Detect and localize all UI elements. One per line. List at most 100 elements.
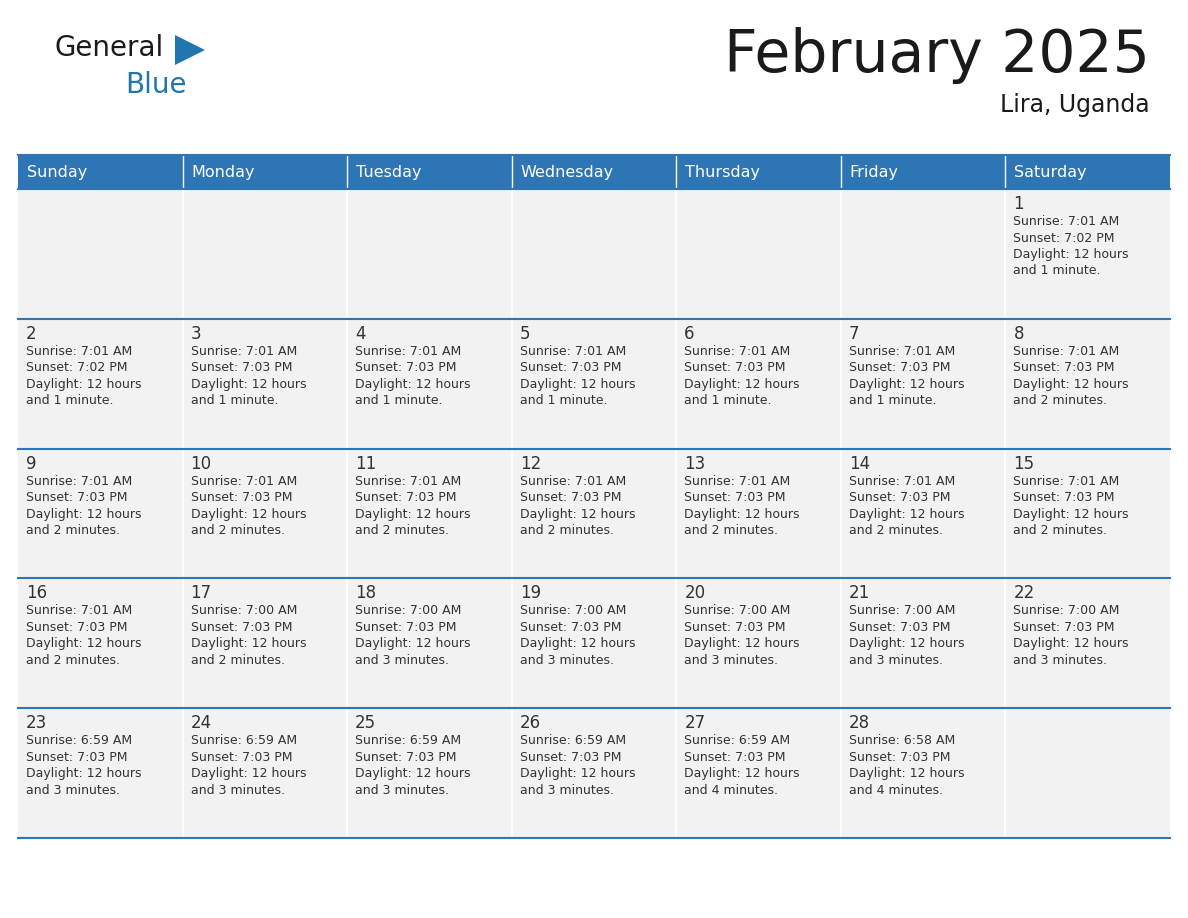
Text: Sunrise: 7:01 AM: Sunrise: 7:01 AM — [684, 345, 790, 358]
Text: Sunrise: 6:58 AM: Sunrise: 6:58 AM — [849, 734, 955, 747]
Text: Sunset: 7:03 PM: Sunset: 7:03 PM — [190, 491, 292, 504]
Text: Sunrise: 7:01 AM: Sunrise: 7:01 AM — [519, 345, 626, 358]
Text: Daylight: 12 hours: Daylight: 12 hours — [190, 767, 307, 780]
Bar — [347, 189, 512, 319]
Text: Daylight: 12 hours: Daylight: 12 hours — [355, 378, 470, 391]
Text: Sunset: 7:03 PM: Sunset: 7:03 PM — [26, 621, 127, 634]
Bar — [676, 189, 841, 319]
Text: Sunrise: 6:59 AM: Sunrise: 6:59 AM — [26, 734, 132, 747]
Text: Sunrise: 7:00 AM: Sunrise: 7:00 AM — [519, 604, 626, 618]
Text: 24: 24 — [190, 714, 211, 733]
Bar — [841, 449, 1005, 578]
Bar — [1005, 189, 1170, 319]
Text: Wednesday: Wednesday — [520, 164, 614, 180]
Text: Sunset: 7:03 PM: Sunset: 7:03 PM — [190, 751, 292, 764]
Text: Daylight: 12 hours: Daylight: 12 hours — [26, 508, 141, 521]
Text: Daylight: 12 hours: Daylight: 12 hours — [355, 767, 470, 780]
Text: Daylight: 12 hours: Daylight: 12 hours — [26, 637, 141, 650]
Text: Sunset: 7:03 PM: Sunset: 7:03 PM — [684, 751, 785, 764]
Text: Sunset: 7:02 PM: Sunset: 7:02 PM — [1013, 231, 1114, 244]
Text: 11: 11 — [355, 454, 377, 473]
Bar — [512, 449, 676, 578]
Text: Sunrise: 7:01 AM: Sunrise: 7:01 AM — [849, 475, 955, 487]
Text: Sunrise: 7:00 AM: Sunrise: 7:00 AM — [190, 604, 297, 618]
Text: 27: 27 — [684, 714, 706, 733]
Text: and 2 minutes.: and 2 minutes. — [1013, 395, 1107, 408]
Text: and 1 minute.: and 1 minute. — [684, 395, 772, 408]
Text: 16: 16 — [26, 585, 48, 602]
Text: and 2 minutes.: and 2 minutes. — [190, 524, 285, 537]
Text: 3: 3 — [190, 325, 201, 342]
Text: and 2 minutes.: and 2 minutes. — [26, 654, 120, 666]
Bar — [347, 155, 512, 189]
Text: Sunday: Sunday — [27, 164, 87, 180]
Text: Daylight: 12 hours: Daylight: 12 hours — [1013, 637, 1129, 650]
Bar — [1005, 155, 1170, 189]
Text: Sunset: 7:03 PM: Sunset: 7:03 PM — [684, 621, 785, 634]
Text: General: General — [55, 34, 164, 62]
Text: Sunrise: 7:01 AM: Sunrise: 7:01 AM — [190, 475, 297, 487]
Bar — [1005, 708, 1170, 838]
Text: 2: 2 — [26, 325, 37, 342]
Bar — [18, 578, 183, 708]
Text: Daylight: 12 hours: Daylight: 12 hours — [190, 637, 307, 650]
Text: Sunrise: 7:01 AM: Sunrise: 7:01 AM — [684, 475, 790, 487]
Bar — [512, 319, 676, 449]
Text: Sunset: 7:03 PM: Sunset: 7:03 PM — [849, 491, 950, 504]
Bar — [183, 155, 347, 189]
Text: 15: 15 — [1013, 454, 1035, 473]
Text: Daylight: 12 hours: Daylight: 12 hours — [26, 767, 141, 780]
Text: 7: 7 — [849, 325, 859, 342]
Text: and 2 minutes.: and 2 minutes. — [190, 654, 285, 666]
Bar — [347, 578, 512, 708]
Text: and 1 minute.: and 1 minute. — [26, 395, 114, 408]
Bar — [18, 155, 183, 189]
Text: 9: 9 — [26, 454, 37, 473]
Text: Sunrise: 6:59 AM: Sunrise: 6:59 AM — [519, 734, 626, 747]
Text: Daylight: 12 hours: Daylight: 12 hours — [849, 637, 965, 650]
Bar — [1005, 578, 1170, 708]
Text: Sunrise: 7:01 AM: Sunrise: 7:01 AM — [1013, 345, 1119, 358]
Text: Saturday: Saturday — [1015, 164, 1087, 180]
Text: Sunset: 7:03 PM: Sunset: 7:03 PM — [1013, 362, 1114, 375]
Text: Tuesday: Tuesday — [356, 164, 422, 180]
Text: 17: 17 — [190, 585, 211, 602]
Text: and 3 minutes.: and 3 minutes. — [190, 784, 285, 797]
Text: Sunset: 7:03 PM: Sunset: 7:03 PM — [519, 491, 621, 504]
Bar — [347, 449, 512, 578]
Bar — [1005, 319, 1170, 449]
Text: 5: 5 — [519, 325, 530, 342]
Bar — [512, 155, 676, 189]
Bar — [512, 578, 676, 708]
Text: Sunset: 7:03 PM: Sunset: 7:03 PM — [355, 362, 456, 375]
Text: 14: 14 — [849, 454, 870, 473]
Text: Sunrise: 7:00 AM: Sunrise: 7:00 AM — [849, 604, 955, 618]
Text: Daylight: 12 hours: Daylight: 12 hours — [519, 378, 636, 391]
Text: Monday: Monday — [191, 164, 255, 180]
Text: Sunset: 7:03 PM: Sunset: 7:03 PM — [355, 751, 456, 764]
Text: and 1 minute.: and 1 minute. — [1013, 264, 1101, 277]
Text: 26: 26 — [519, 714, 541, 733]
Text: Sunset: 7:03 PM: Sunset: 7:03 PM — [519, 751, 621, 764]
Text: and 1 minute.: and 1 minute. — [519, 395, 607, 408]
Text: Sunset: 7:03 PM: Sunset: 7:03 PM — [1013, 491, 1114, 504]
Text: and 4 minutes.: and 4 minutes. — [849, 784, 943, 797]
Bar — [676, 578, 841, 708]
Text: and 2 minutes.: and 2 minutes. — [355, 524, 449, 537]
Text: 20: 20 — [684, 585, 706, 602]
Text: Sunset: 7:03 PM: Sunset: 7:03 PM — [190, 362, 292, 375]
Bar — [18, 319, 183, 449]
Text: and 3 minutes.: and 3 minutes. — [519, 784, 614, 797]
Bar — [841, 578, 1005, 708]
Text: Daylight: 12 hours: Daylight: 12 hours — [1013, 248, 1129, 261]
Bar — [347, 708, 512, 838]
Text: Sunset: 7:03 PM: Sunset: 7:03 PM — [26, 491, 127, 504]
Text: and 2 minutes.: and 2 minutes. — [26, 524, 120, 537]
Text: Daylight: 12 hours: Daylight: 12 hours — [355, 637, 470, 650]
Text: Daylight: 12 hours: Daylight: 12 hours — [1013, 508, 1129, 521]
Text: Sunrise: 6:59 AM: Sunrise: 6:59 AM — [355, 734, 461, 747]
Text: 13: 13 — [684, 454, 706, 473]
Bar — [841, 155, 1005, 189]
Bar — [512, 708, 676, 838]
Bar — [512, 189, 676, 319]
